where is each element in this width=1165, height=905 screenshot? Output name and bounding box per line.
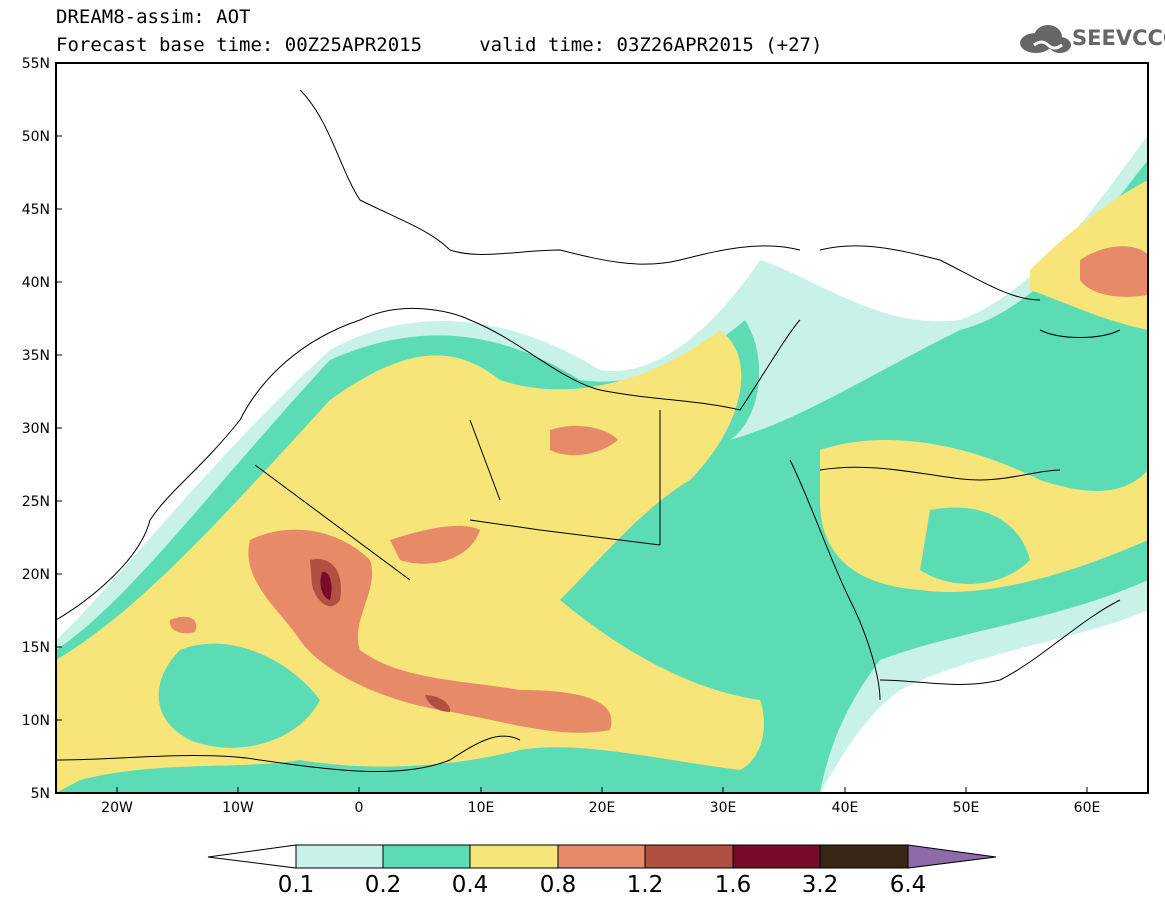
colorbar-bin	[557, 844, 646, 869]
colorbar-bin	[469, 844, 559, 869]
colorbar	[207, 844, 997, 869]
y-tick-label: 45N	[22, 202, 50, 218]
aot-patch-0.2-arabia	[920, 507, 1030, 584]
colorbar-label: 6.4	[889, 872, 927, 898]
colorbar-bin	[295, 844, 384, 869]
y-tick-label: 10N	[22, 713, 50, 729]
y-tick-label: 25N	[22, 494, 50, 510]
dust-fields	[56, 135, 1148, 793]
colorbar-upper-arrow	[907, 844, 997, 869]
chart-title: DREAM8-assim: AOT	[56, 6, 251, 28]
aot-patch-0.8-iran	[1080, 246, 1148, 297]
x-tick-label: 20W	[101, 800, 133, 816]
y-tick-label: 30N	[22, 421, 50, 437]
x-tick-label: 0	[355, 800, 364, 816]
colorbar-label: 1.6	[714, 872, 752, 898]
aot-patch-0.8-senegal	[169, 616, 197, 634]
y-tick-label: 15N	[22, 640, 50, 656]
x-axis: 20W 10W 0 10E 20E 30E 40E 50E 60E	[101, 787, 1100, 816]
aot-patch-1.2-nigeria	[425, 695, 451, 712]
colorbar-label: 0.8	[539, 872, 577, 898]
colorbar-bin	[732, 844, 821, 869]
x-tick-label: 10W	[222, 800, 254, 816]
y-tick-label: 35N	[22, 348, 50, 364]
colorbar-label: 0.4	[451, 872, 489, 898]
x-tick-label: 20E	[589, 800, 616, 816]
x-tick-label: 60E	[1074, 800, 1101, 816]
colorbar-label: 0.1	[277, 872, 315, 898]
coastlines	[56, 89, 1121, 773]
colorbar-bin	[644, 844, 734, 869]
y-tick-label: 50N	[22, 129, 50, 145]
colorbar-bin	[819, 844, 909, 869]
y-axis: 55N 50N 45N 40N 35N 30N 25N 20N 15N 10N …	[22, 56, 62, 802]
x-tick-label: 30E	[710, 800, 737, 816]
aot-patch-1.6-mali	[320, 571, 332, 600]
colorbar-bin	[382, 844, 471, 869]
y-tick-label: 20N	[22, 567, 50, 583]
colorbar-label: 1.2	[626, 872, 664, 898]
aot-patch-0.8-niger	[390, 525, 480, 564]
cloud-icon	[1020, 25, 1071, 53]
colorbar-lower-arrow	[207, 844, 297, 869]
colorbar-label: 3.2	[801, 872, 839, 898]
y-tick-label: 55N	[22, 56, 50, 72]
colorbar-label: 0.2	[364, 872, 402, 898]
aot-patch-0.2-west-africa	[158, 643, 320, 748]
x-tick-label: 40E	[832, 800, 859, 816]
seevccc-logo: SEEVCCC	[1072, 26, 1165, 50]
y-tick-label: 5N	[31, 786, 50, 802]
x-tick-label: 50E	[953, 800, 980, 816]
x-tick-label: 10E	[468, 800, 495, 816]
aot-patch-0.8-libya	[550, 425, 618, 456]
y-tick-label: 40N	[22, 275, 50, 291]
forecast-time-line: Forecast base time: 00Z25APR2015 valid t…	[56, 34, 823, 56]
